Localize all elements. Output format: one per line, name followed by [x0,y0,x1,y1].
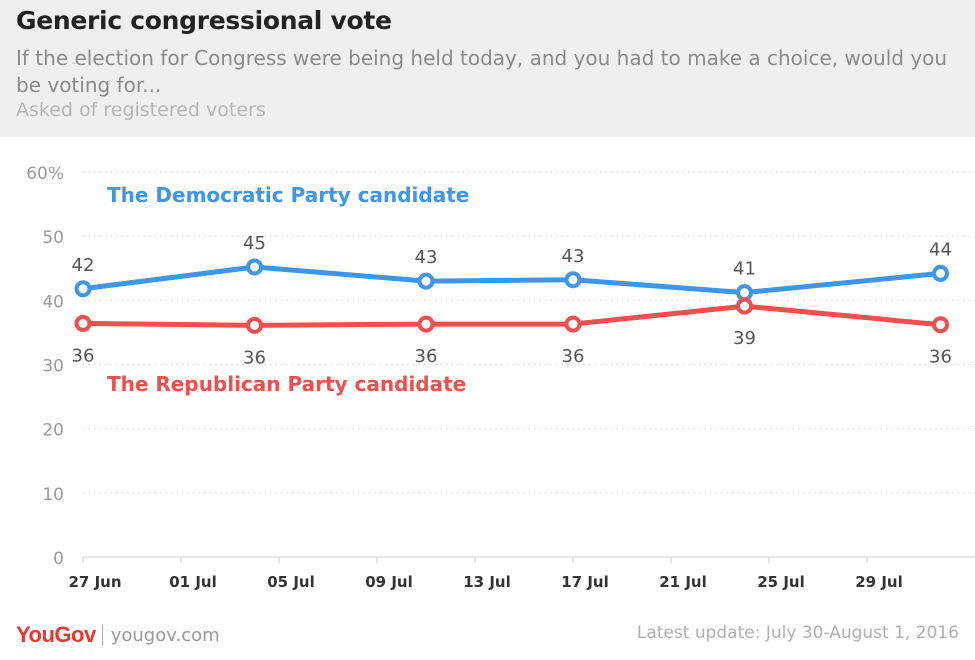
data-point [736,297,753,315]
x-tick-label: 21 Jul [659,573,707,591]
y-tick-label: 60% [26,164,64,184]
data-point [564,271,582,289]
chart-title: Generic congressional vote [16,6,392,35]
data-point [932,264,949,282]
x-tick-label: 05 Jul [267,573,315,591]
data-label: 41 [733,259,756,280]
data-point [417,272,435,290]
data-label: 42 [72,255,95,276]
x-tick-label: 29 Jul [855,573,903,591]
series-label-republican: The Republican Party candidate [107,372,466,396]
data-label: 36 [72,345,95,366]
y-tick-label: 10 [42,485,64,505]
data-label: 36 [415,346,438,367]
chart-subtitle: If the election for Congress were being … [16,46,948,97]
data-point [564,315,582,333]
data-label: 36 [243,347,266,368]
x-tick-label: 09 Jul [365,573,413,591]
x-tick-label: 17 Jul [561,573,609,591]
data-point [246,316,263,334]
data-label: 39 [733,328,756,349]
footer-brand: YouGov yougov.com [16,620,220,650]
series-line-0 [80,264,943,296]
data-label: 45 [243,233,266,254]
data-label: 36 [562,346,585,367]
x-tick-label: 13 Jul [463,573,511,591]
y-tick-label: 50 [42,228,64,248]
series-line-1 [80,303,943,328]
y-tick-label: 40 [42,292,64,312]
x-tick-label: 25 Jul [757,573,805,591]
y-tick-label: 30 [42,357,64,377]
chart-header: Generic congressional vote If the electi… [0,0,975,137]
yougov-logo[interactable]: YouGov [16,622,96,647]
data-point [932,316,949,334]
data-label: 36 [929,347,952,368]
data-point [736,284,753,302]
data-label: 43 [415,247,438,268]
data-point [417,315,435,333]
y-tick-label: 20 [42,421,64,441]
x-tick-label: 27 Jun [68,573,121,591]
data-label: 44 [929,239,952,260]
x-tick-label: 01 Jul [169,573,217,591]
data-point [74,280,92,298]
brand-divider [101,624,103,646]
line-chart: 0 10 20 30 40 50 60% 27 Jun 01 Jul 05 Jul 09 Jul 13… [26,164,975,591]
series-label-democratic: The Democratic Party candidate [107,183,469,207]
data-point [74,314,92,332]
latest-update-text: Latest update: July 30-August 1, 2016 [636,623,959,643]
data-point [246,258,263,276]
chart-note: Asked of registered voters [16,99,266,121]
y-tick-label: 0 [53,549,64,569]
data-label: 43 [562,246,585,267]
yougov-link[interactable]: yougov.com [110,624,220,646]
